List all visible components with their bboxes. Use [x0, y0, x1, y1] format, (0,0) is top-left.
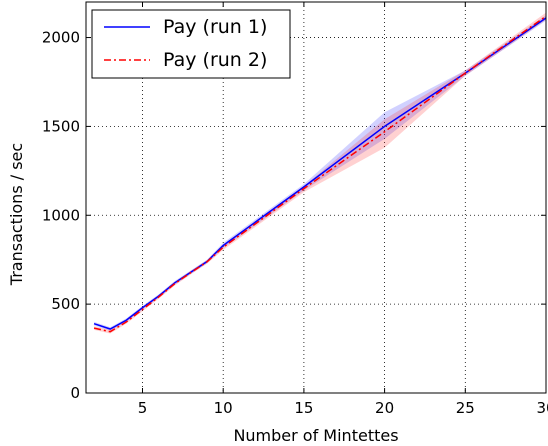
legend-label-run-1: Pay (run 1) [163, 16, 267, 38]
x-tick-label: 5 [138, 399, 148, 417]
x-tick-label: 10 [214, 399, 233, 417]
series-line-run-2 [93, 15, 547, 333]
x-tick-label: 25 [456, 399, 475, 417]
series-lines [93, 15, 547, 333]
x-axis-label: Number of Mintettes [233, 426, 398, 445]
y-tick-label: 1000 [42, 206, 80, 224]
y-tick-label: 1500 [42, 117, 80, 135]
plot-frame [85, 1, 547, 394]
axis-ticks: 5 10 15 20 25 30 0 500 1000 1500 2000 [42, 2, 548, 417]
y-tick-label: 500 [51, 295, 80, 313]
x-tick-label: 15 [294, 399, 313, 417]
y-axis-label: Transactions / sec [7, 143, 26, 286]
legend-label-run-2: Pay (run 2) [163, 49, 267, 71]
y-tick-label: 2000 [42, 29, 80, 47]
legend-box [91, 9, 291, 79]
legend: Pay (run 1) Pay (run 2) [91, 9, 291, 79]
y-tick-label: 0 [70, 384, 80, 402]
x-tick-label: 20 [375, 399, 394, 417]
confidence-band-run-2 [94, 12, 546, 334]
x-tick-label: 30 [536, 399, 548, 417]
